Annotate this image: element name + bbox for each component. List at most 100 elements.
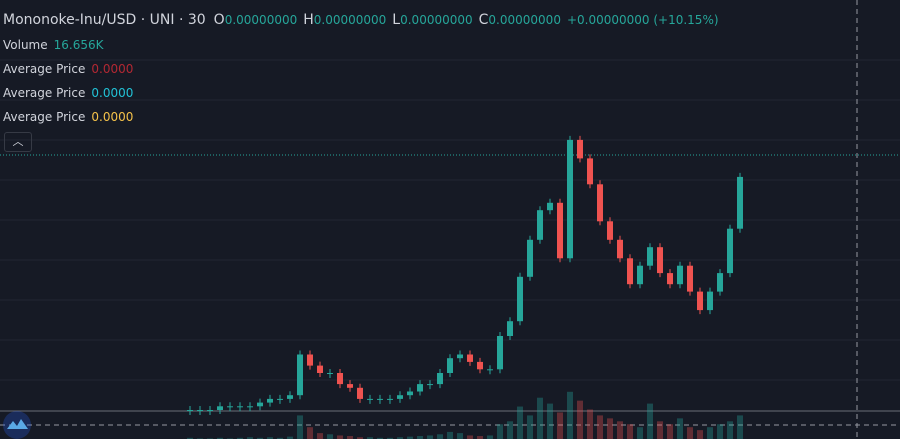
- candle: [597, 184, 603, 222]
- candle: [427, 384, 433, 386]
- volume-bar: [737, 415, 743, 439]
- volume-bar: [277, 437, 283, 439]
- volume-bar: [417, 436, 423, 439]
- volume-bar: [287, 436, 293, 439]
- candle: [687, 265, 693, 292]
- candle: [467, 354, 473, 362]
- volume-bar: [617, 421, 623, 439]
- candle: [417, 384, 423, 392]
- volume-bar: [587, 409, 593, 439]
- candle: [667, 273, 673, 285]
- candle: [197, 410, 203, 411]
- indicator-row: Average Price 0.0000: [3, 110, 139, 124]
- volume-bar: [697, 430, 703, 439]
- candle: [677, 265, 683, 285]
- volume-bar: [437, 434, 443, 439]
- candle: [437, 373, 443, 385]
- volume-bar: [237, 437, 243, 439]
- volume-bar: [307, 427, 313, 439]
- ohlc-key: H: [303, 12, 314, 28]
- symbol: Mononoke-Inu/USD · UNI · 30: [3, 12, 206, 28]
- candle: [607, 221, 613, 240]
- volume-bar: [187, 437, 193, 439]
- indicator-row: Average Price 0.0000: [3, 62, 139, 76]
- candle: [707, 291, 713, 311]
- candle: [587, 158, 593, 185]
- indicator-value: 0.0000: [91, 62, 134, 76]
- change: +0.00000000 (+10.15%): [566, 13, 719, 27]
- volume-bar: [427, 435, 433, 439]
- candle: [317, 365, 323, 373]
- volume-bar: [577, 400, 583, 439]
- volume-bar: [297, 415, 303, 439]
- candle: [657, 247, 663, 274]
- candle: [357, 387, 363, 399]
- volume-bar: [457, 433, 463, 439]
- candle: [327, 373, 333, 374]
- volume-bar: [337, 435, 343, 439]
- volume-bar: [597, 415, 603, 439]
- candle: [277, 398, 283, 400]
- candle: [267, 398, 273, 403]
- candle: [207, 410, 213, 411]
- volume-bar: [487, 435, 493, 439]
- candle: [577, 139, 583, 159]
- volume-bar: [497, 424, 503, 439]
- candle: [347, 384, 353, 388]
- volume-bar: [317, 433, 323, 439]
- collapse-button[interactable]: ︿: [4, 132, 32, 152]
- volume-bar: [397, 437, 403, 439]
- candle: [697, 291, 703, 311]
- volume-bar: [567, 391, 573, 439]
- series: [187, 135, 743, 439]
- grid: [0, 59, 900, 381]
- ohlc-value: 0.00000000: [313, 13, 387, 27]
- candle: [717, 273, 723, 292]
- candle: [647, 247, 653, 266]
- candle: [237, 406, 243, 408]
- candle: [527, 239, 533, 277]
- volume-bar: [717, 424, 723, 439]
- volume-bar: [247, 437, 253, 439]
- volume-bar: [357, 437, 363, 439]
- volume-bar: [657, 421, 663, 439]
- candle: [727, 228, 733, 274]
- volume-bar: [257, 437, 263, 439]
- volume-bar: [557, 412, 563, 439]
- candle: [487, 369, 493, 371]
- volume-bar: [407, 436, 413, 439]
- ohlc-value: 0.00000000: [400, 13, 473, 27]
- candle: [187, 410, 193, 411]
- candle: [257, 402, 263, 407]
- candle: [537, 210, 543, 240]
- ohlc-key: O: [213, 12, 225, 28]
- volume-bar: [387, 437, 393, 439]
- volume-bar: [347, 436, 353, 439]
- candle: [447, 358, 453, 373]
- volume-bar: [627, 424, 633, 439]
- candle: [737, 176, 743, 229]
- candle: [397, 395, 403, 399]
- indicator-value: 0.0000: [91, 86, 134, 100]
- candle: [567, 139, 573, 259]
- volume-bar: [727, 421, 733, 439]
- candle: [617, 239, 623, 259]
- indicator-name: Average Price: [3, 62, 86, 76]
- volume-bar: [327, 434, 333, 439]
- volume-bar: [637, 427, 643, 439]
- volume-bar: [707, 427, 713, 439]
- candle: [337, 373, 343, 385]
- volume-bar: [367, 437, 373, 439]
- candle: [517, 276, 523, 322]
- candle: [547, 202, 553, 211]
- ohlc-value: 0.00000000: [224, 13, 298, 27]
- candle: [637, 265, 643, 285]
- volume-bar: [687, 427, 693, 439]
- indicator-value: 0.0000: [91, 110, 134, 124]
- volume-bar: [477, 436, 483, 439]
- candle: [407, 391, 413, 396]
- candle: [287, 395, 293, 399]
- ohlc-key: L: [392, 12, 401, 28]
- ohlc-value: 0.00000000: [488, 13, 561, 27]
